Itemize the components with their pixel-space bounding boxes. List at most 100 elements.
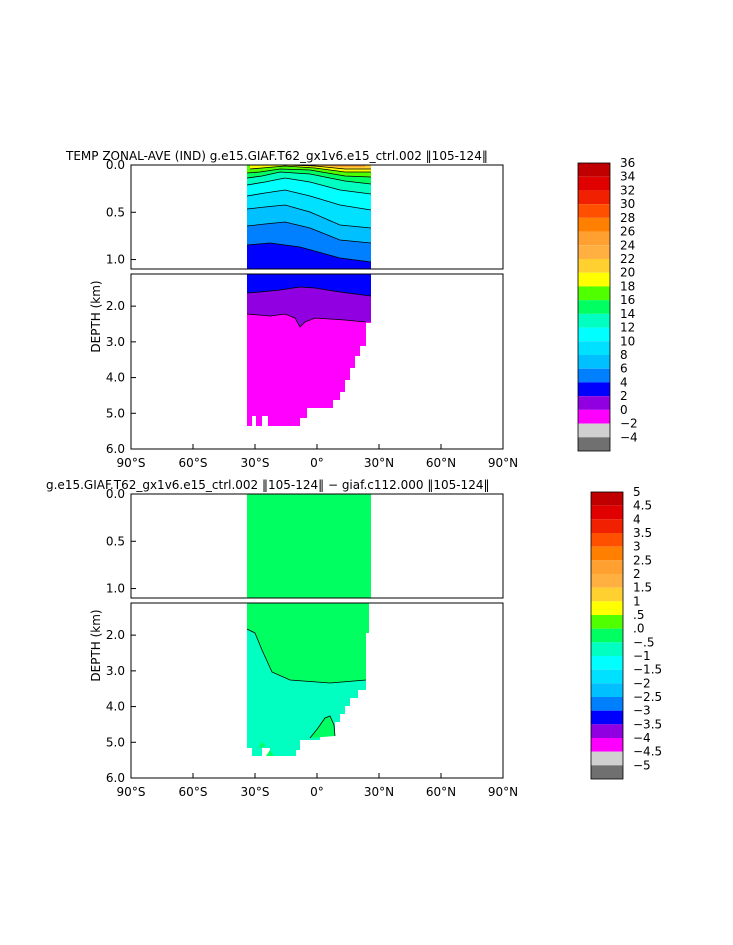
colorbar-swatch	[578, 355, 610, 369]
colorbar-swatch	[591, 697, 623, 711]
colorbar-label: 10	[620, 334, 635, 348]
axes-layer: 90°S 60°S 30°S 0° 30°N 60°N 90°N 0.0 0.5 1.0 2.0 3.…	[89, 158, 518, 799]
colorbar-swatch	[591, 505, 623, 520]
colorbar-label: 16	[620, 293, 635, 307]
colorbar-label: −3	[633, 704, 651, 718]
colorbar-swatch	[578, 259, 610, 273]
y-tick-label: 5.0	[106, 735, 125, 749]
colorbar-label: 22	[620, 252, 635, 266]
colorbar-swatch	[578, 437, 610, 451]
colorbar-frame	[577, 162, 611, 452]
bottom-region-shallow-deep	[247, 603, 369, 683]
colorbar-swatch	[578, 272, 610, 287]
colorbar-swatch	[578, 300, 610, 314]
top-upper-contours	[246, 165, 372, 269]
bottom-region-shallow	[247, 494, 371, 598]
bottom-pocket	[310, 716, 335, 738]
colorbar-swatch	[591, 601, 623, 615]
colorbar-swatch	[578, 190, 610, 205]
y-tick-label: 1.0	[106, 253, 125, 267]
colorbar-label: 30	[620, 197, 635, 211]
colorbar-label: 32	[620, 183, 635, 197]
y-tick-label: 2.0	[106, 299, 125, 313]
top-upper-frame	[130, 164, 504, 270]
y-tick-label: 0.0	[106, 487, 125, 501]
colorbar-swatch	[578, 341, 610, 355]
colorbar-label: 6	[620, 362, 628, 376]
x-tick-label: 90°S	[117, 785, 146, 799]
colorbar-label: 12	[620, 321, 635, 335]
y-tick-label: 6.0	[106, 771, 125, 785]
colorbar-swatch	[591, 710, 623, 725]
x-tick-label: 60°N	[426, 456, 456, 470]
x-tick-label: 90°S	[117, 456, 146, 470]
colorbar-swatch	[591, 492, 623, 506]
colorbar-swatch	[578, 204, 610, 218]
colorbar-swatch	[591, 587, 623, 602]
colorbar-swatch	[591, 615, 623, 629]
colorbar-label: 4.5	[633, 499, 652, 513]
colorbar-label: 2	[633, 567, 641, 581]
bottom-pocket-small	[258, 742, 266, 748]
colorbar-label: 3.5	[633, 526, 652, 540]
colorbar-label: 2.5	[633, 553, 652, 567]
colorbar-label: 5	[633, 485, 641, 499]
colorbar-swatch	[578, 382, 610, 397]
colorbar-label: −2.5	[633, 690, 662, 704]
x-tick-label: 60°S	[179, 456, 208, 470]
x-tick-label: 30°S	[241, 785, 270, 799]
colorbar-swatch	[591, 724, 623, 738]
top-chart-title: TEMP ZONAL-AVE (IND) g.e15.GIAF.T62_gx1v…	[65, 149, 488, 163]
x-tick-label: 60°S	[179, 785, 208, 799]
colorbar-swatch	[591, 628, 623, 643]
colorbar-label: −5	[633, 758, 651, 772]
colorbar-swatch	[591, 738, 623, 752]
colorbar-swatch	[578, 327, 610, 342]
bottom-upper-frame	[130, 493, 504, 599]
colorbar-swatch	[591, 519, 623, 533]
y-tick-label: 4.0	[106, 700, 125, 714]
x-tick-label: 30°N	[364, 785, 394, 799]
colorbar-label: −4.5	[633, 745, 662, 759]
colorbar-swatch	[591, 533, 623, 547]
colorbar-frame	[590, 491, 624, 780]
bottom-upper-contours	[247, 494, 371, 598]
colorbar-label: 14	[620, 307, 635, 321]
colorbar-label: 1	[633, 594, 641, 608]
bottom-chart-title: g.e15.GIAF.T62_gx1v6.e15_ctrl.002 ‖105-1…	[46, 478, 489, 492]
colorbar-swatch	[591, 669, 623, 684]
colorbar-label: 36	[620, 156, 635, 170]
colorbar-swatch	[578, 409, 610, 424]
colorbar-label: −.5	[633, 635, 655, 649]
x-tick-label: 0°	[310, 785, 324, 799]
colorbar-swatch	[578, 313, 610, 328]
colorbar-label: 26	[620, 225, 635, 239]
colorbar-swatch	[578, 286, 610, 301]
y-tick-label: 5.0	[106, 406, 125, 420]
colorbar-label: 18	[620, 279, 635, 293]
colorbar-swatch	[591, 656, 623, 670]
colorbar-label: .5	[633, 608, 644, 622]
colorbar-label: −2	[633, 676, 651, 690]
colorbar-swatch	[591, 751, 623, 766]
colorbar-swatch	[591, 560, 623, 574]
x-tick-label: 30°S	[241, 456, 270, 470]
colorbar-label: 1.5	[633, 581, 652, 595]
colorbar-swatch	[591, 683, 623, 697]
colorbar-swatch	[591, 546, 623, 561]
bottom-pocket-small-2	[266, 750, 274, 756]
x-tick-label: 60°N	[426, 785, 456, 799]
colorbar-swatch	[591, 574, 623, 588]
colorbar-label: 4	[633, 512, 641, 526]
x-tick-label: 90°N	[488, 456, 518, 470]
x-tick-label: 90°N	[488, 785, 518, 799]
colorbar-swatch	[578, 245, 610, 259]
colorbar-swatch	[578, 231, 610, 246]
colorbar-label: 4	[620, 375, 628, 389]
colorbar-label: 24	[620, 238, 635, 252]
y-tick-label: 1.0	[106, 582, 125, 596]
colorbar-label: 34	[620, 170, 635, 184]
colorbar-swatch	[578, 423, 610, 438]
top-lower-band-4	[247, 274, 371, 296]
y-tick-label: 0.5	[106, 205, 125, 219]
